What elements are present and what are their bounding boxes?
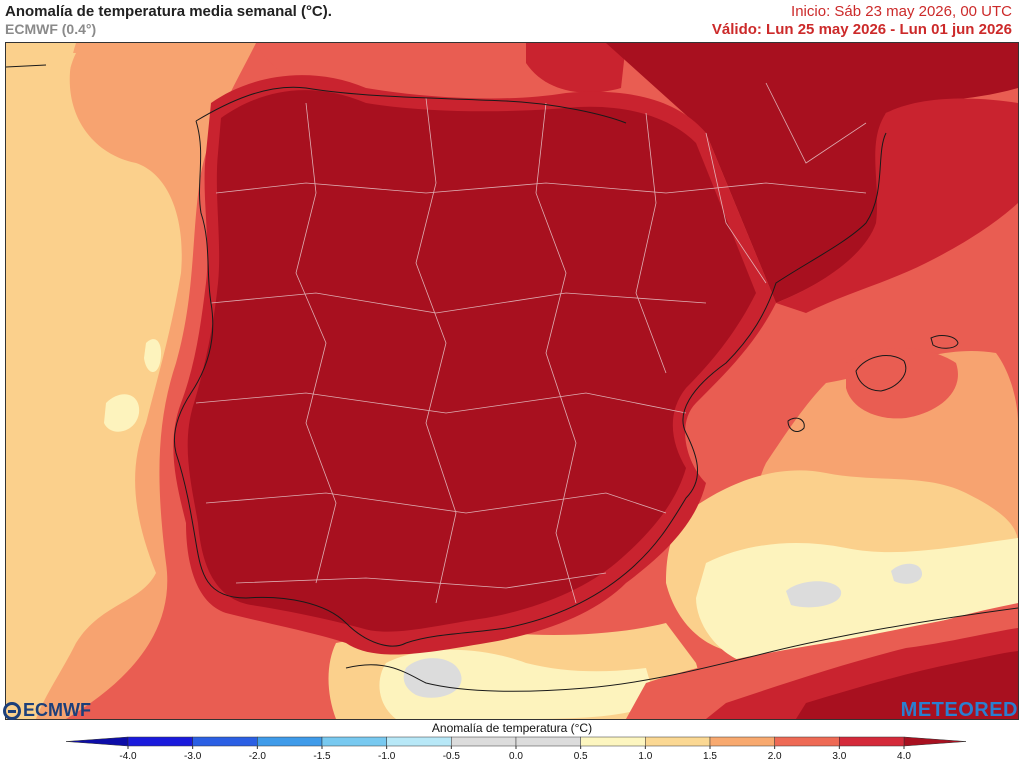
atlantic-yellow-2 <box>26 53 76 163</box>
legend-swatch <box>386 736 452 747</box>
legend-under-arrow <box>65 736 129 747</box>
legend-tick-label: 0.5 <box>574 751 588 762</box>
legend-title: Anomalía de temperatura (°C) <box>431 721 593 735</box>
valid-period: Válido: Lun 25 may 2026 - Lun 01 jun 202… <box>711 21 1012 38</box>
map-title: Anomalía de temperatura media semanal (°… <box>5 3 332 20</box>
coastline <box>6 64 1018 692</box>
legend-swatch <box>774 736 840 747</box>
legend-swatch <box>127 736 193 747</box>
legend-swatch <box>257 736 323 747</box>
atlantic-yellow <box>6 43 182 719</box>
gulf-lion-red <box>776 98 1018 313</box>
legend-tick-label: 3.0 <box>832 751 846 762</box>
legend-tick-label: -2.0 <box>249 751 267 762</box>
legend-swatch <box>515 736 581 747</box>
legend-swatch <box>645 736 711 747</box>
legend-tick-label: -1.5 <box>313 751 331 762</box>
france-red <box>606 43 1018 303</box>
legend-swatch <box>839 736 905 747</box>
province-borders <box>195 82 867 604</box>
model-subtitle: ECMWF (0.4°) <box>5 21 97 37</box>
neutral-spot-gibraltar <box>403 658 462 698</box>
neutral-spot-1 <box>786 581 842 608</box>
legend-tick-label: 1.5 <box>703 751 717 762</box>
med-pale <box>696 538 1018 663</box>
legend-swatch <box>709 736 775 747</box>
balearic-area <box>846 348 958 419</box>
legend-tick-label: -4.0 <box>119 751 137 762</box>
pale-spot-2 <box>144 339 162 373</box>
legend-tick-label: 4.0 <box>897 751 911 762</box>
init-time: Inicio: Sáb 23 may 2026, 00 UTC <box>791 3 1012 20</box>
ecmwf-logo-text: ECMWF <box>23 700 91 720</box>
color-legend: -4.0 -3.0 -2.0 -1.5 -1.0 -0.5 0.0 0.5 1.0 1.5 2.0 3… <box>65 736 967 762</box>
legend-swatch <box>451 736 517 747</box>
legend-tick-label: 1.0 <box>638 751 652 762</box>
ecmwf-logo-icon <box>3 701 21 720</box>
ecmwf-logo: ECMWF <box>3 700 91 721</box>
legend-tick-label: 2.0 <box>768 751 782 762</box>
meteored-logo: METEORED <box>900 699 1018 721</box>
legend-tick-label: -3.0 <box>184 751 202 762</box>
north-dark-red <box>526 43 626 93</box>
legend-tick-label: 0.0 <box>509 751 523 762</box>
legend-swatch <box>192 736 258 747</box>
iberia-core <box>187 90 756 632</box>
africa-deep-red <box>796 651 1018 719</box>
legend-tick-label: -0.5 <box>443 751 461 762</box>
anomaly-map <box>5 42 1019 720</box>
legend-swatch <box>321 736 387 747</box>
pale-spot-1 <box>104 394 140 432</box>
legend-over-arrow <box>903 736 967 747</box>
legend-tick-label: -1.0 <box>378 751 396 762</box>
legend-swatch <box>580 736 646 747</box>
neutral-spot-2 <box>891 563 923 584</box>
